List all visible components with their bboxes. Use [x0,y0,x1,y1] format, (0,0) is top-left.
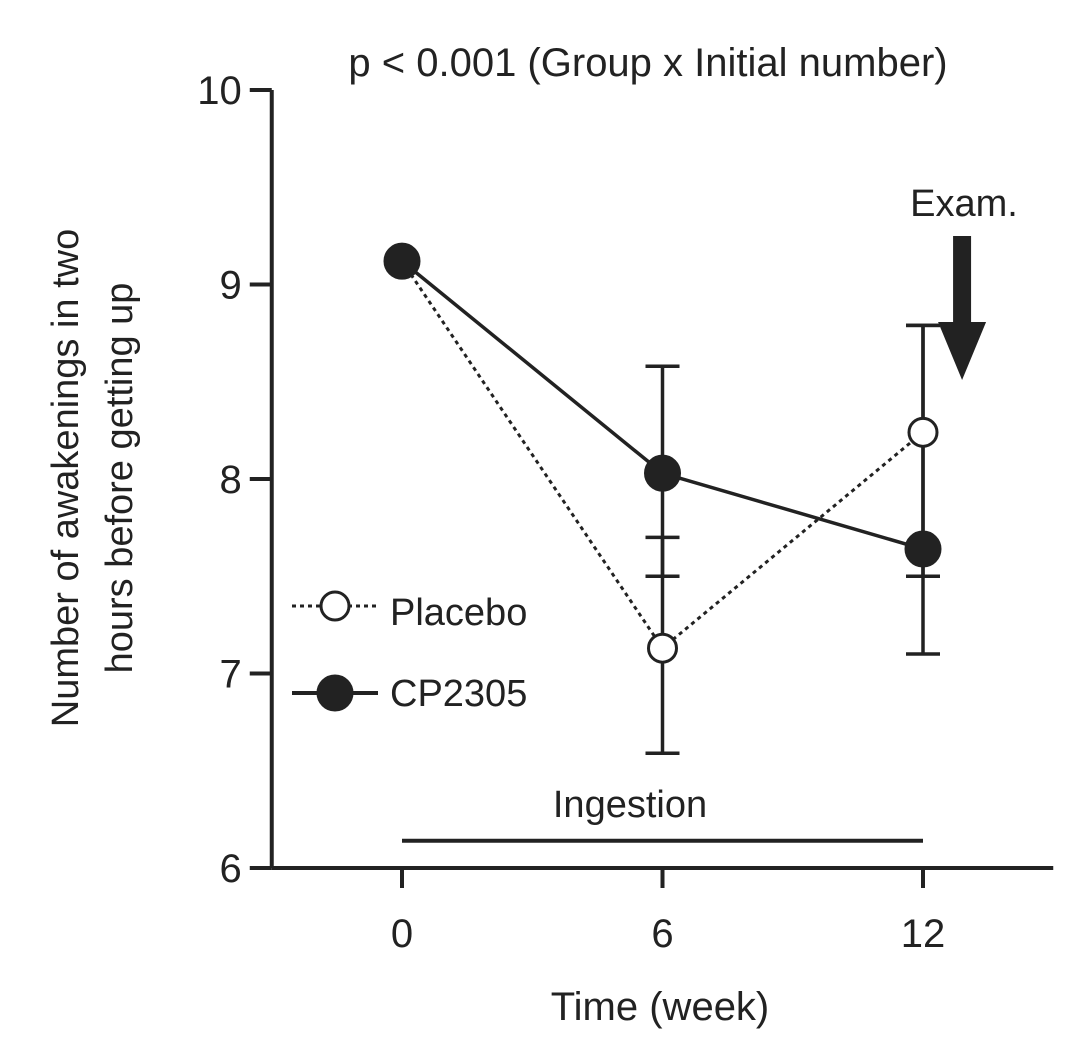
x-tick-label: 12 [901,912,946,956]
data-point-placebo [647,632,678,664]
ingestion-annotation-label: Ingestion [553,784,707,826]
x-tick-label: 6 [651,912,673,956]
legend-label-cp2305: CP2305 [390,673,527,715]
data-point-cp2305 [904,530,942,568]
y-tick-label: 6 [220,847,242,891]
exam-annotation-label: Exam. [910,183,1018,225]
legend-label-placebo: Placebo [390,592,527,634]
exam-arrow-head [938,322,987,380]
y-tick-label: 10 [197,69,242,113]
y-axis-label-line-2: hours before getting up [99,283,141,674]
y-tick-label: 7 [220,653,242,697]
x-axis-label: Time (week) [551,985,770,1029]
y-tick-label: 8 [220,458,242,502]
data-point-cp2305 [644,454,681,492]
y-axis-label-line-1: Number of awakenings in two [45,229,87,727]
chart-title: p < 0.001 (Group x Initial number) [348,41,947,85]
y-tick-label: 9 [220,264,242,308]
data-point-cp2305 [383,242,421,280]
exam-arrow-shaft [953,236,972,328]
chart-marks: 6 7 8 9 10 0 6 12 [197,69,1054,956]
data-point-placebo [907,416,939,448]
x-tick-label: 0 [391,912,413,956]
legend-marker-placebo [319,590,351,622]
legend-marker-cp2305 [316,674,354,712]
